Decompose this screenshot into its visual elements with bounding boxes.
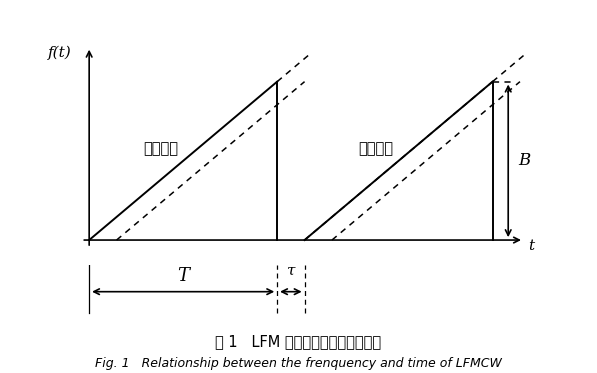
Text: 回波信号: 回波信号 bbox=[359, 141, 393, 156]
Text: f(t): f(t) bbox=[48, 46, 72, 60]
Text: Fig. 1   Relationship between the frenquency and time of LFMCW: Fig. 1 Relationship between the frenquen… bbox=[95, 357, 502, 370]
Text: τ: τ bbox=[287, 264, 295, 278]
Text: 发射信号: 发射信号 bbox=[143, 141, 178, 156]
Text: T: T bbox=[177, 267, 189, 285]
Text: 图 1   LFM 连续波频率与时间关系图: 图 1 LFM 连续波频率与时间关系图 bbox=[216, 334, 381, 349]
Text: t: t bbox=[528, 239, 534, 253]
Text: B: B bbox=[518, 152, 530, 169]
